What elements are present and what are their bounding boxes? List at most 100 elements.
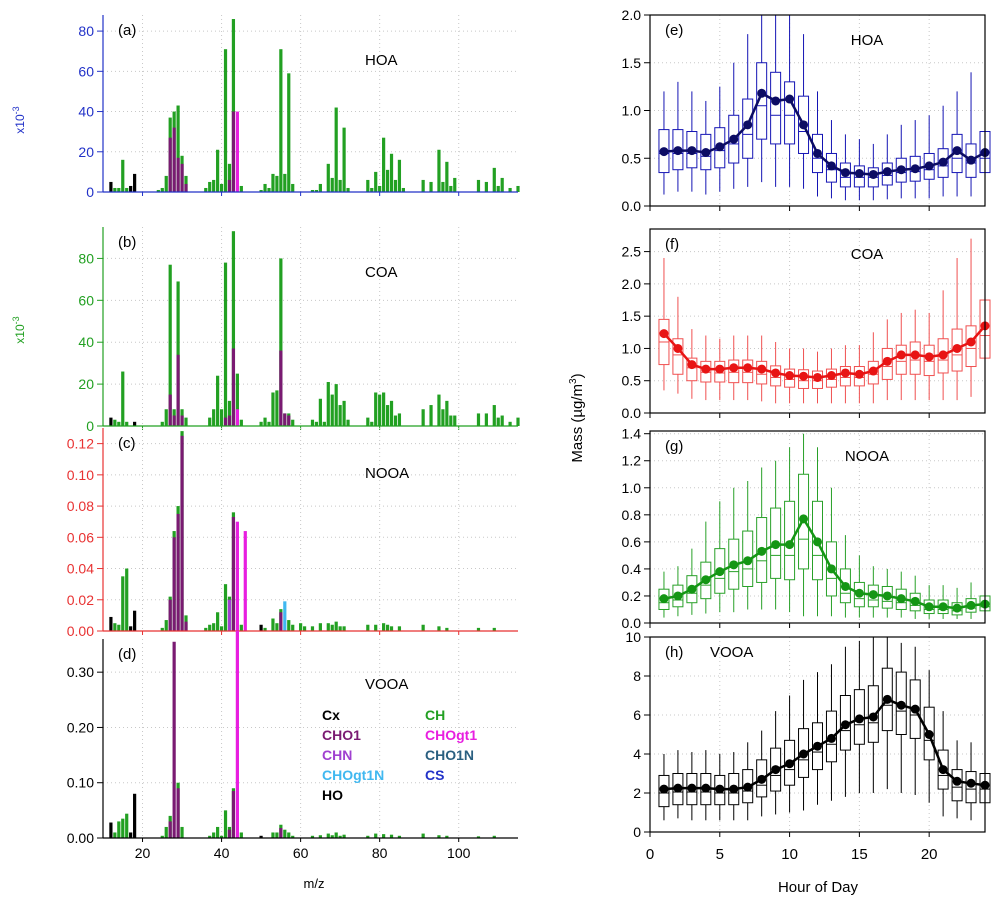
y-tick-label: 0.2 — [622, 588, 642, 604]
bar — [231, 19, 236, 192]
bar — [109, 181, 113, 192]
bar — [492, 627, 496, 631]
bar-panel-nooa: 0.00 0.02 0.04 0.06 0.08 0.10 0.12 (c) NOOA — [67, 428, 518, 639]
bar-segment — [168, 599, 172, 631]
mean-point — [673, 783, 683, 793]
mean-point — [938, 157, 948, 167]
legend-item-cho1: CHO1 — [322, 727, 361, 743]
bar — [334, 832, 338, 838]
bar-segment — [172, 537, 176, 631]
plot-frame — [649, 636, 986, 833]
mean-point — [743, 556, 753, 566]
bar — [445, 627, 449, 631]
box — [770, 71, 782, 145]
mean-point — [840, 168, 850, 178]
bar — [235, 521, 239, 631]
bar — [385, 624, 390, 631]
bar — [366, 624, 370, 631]
bar — [133, 173, 137, 192]
bar — [318, 398, 322, 426]
legend-item-chogt1n: CHOgt1N — [322, 767, 384, 783]
bar — [227, 163, 232, 192]
box — [686, 357, 698, 382]
bar — [342, 626, 346, 631]
bar — [429, 181, 433, 192]
bar — [212, 409, 216, 426]
bar — [263, 417, 267, 426]
bar — [235, 630, 239, 838]
bar-segment — [180, 435, 184, 631]
bar-segment — [184, 183, 188, 192]
bar — [508, 421, 512, 426]
bar — [322, 421, 326, 426]
bar — [133, 793, 137, 838]
bar — [445, 835, 449, 838]
bar — [492, 835, 496, 838]
bar — [338, 179, 342, 192]
bar — [310, 189, 315, 192]
bar — [164, 175, 168, 192]
mean-point — [868, 366, 878, 376]
bar — [326, 623, 330, 631]
y-tick-label: 0.4 — [622, 561, 642, 577]
mean-point — [882, 167, 892, 177]
mean-point — [771, 765, 781, 775]
bar — [397, 159, 402, 192]
mean-point — [785, 94, 795, 104]
bar — [370, 187, 374, 192]
mean-point — [729, 784, 739, 794]
bar — [263, 183, 267, 192]
bar-panel-coa: 0 20 40 60 80 (b) COA — [78, 227, 520, 434]
bar — [113, 623, 117, 631]
mean-point — [868, 712, 878, 722]
mean-point — [757, 88, 767, 98]
bar — [421, 833, 425, 838]
bar-segment — [168, 821, 172, 838]
bar-segment — [283, 413, 287, 426]
y-tick-label: 0.08 — [67, 498, 94, 514]
bar — [318, 623, 322, 631]
bar — [445, 400, 449, 426]
mean-point — [882, 356, 892, 366]
box-panel-hoa: 0.0 0.5 1.0 1.5 2.0 (e) HOA — [622, 7, 991, 214]
bar — [109, 616, 113, 631]
bar — [263, 627, 267, 631]
y-tick-label: 0.02 — [67, 592, 94, 608]
bar — [239, 185, 243, 192]
mean-point — [868, 169, 878, 179]
panel-label: (e) — [665, 22, 683, 39]
y-tick-label: 80 — [78, 250, 94, 266]
bar — [508, 187, 512, 192]
bar-segment — [176, 788, 180, 838]
bar — [176, 105, 180, 192]
bar — [382, 137, 386, 192]
bar-segment — [279, 612, 283, 631]
legend-item-cho1n: CHO1N — [425, 747, 474, 763]
legend-item-chn: CHN — [322, 747, 352, 763]
mean-point — [673, 146, 683, 156]
mean-point — [896, 700, 906, 710]
bar — [164, 409, 168, 426]
bar — [476, 836, 481, 838]
bar — [385, 169, 390, 192]
mean-point — [868, 590, 878, 600]
bar-segment — [176, 354, 180, 426]
bar — [129, 832, 133, 838]
box — [672, 338, 684, 375]
bar — [208, 624, 212, 631]
bar — [117, 421, 121, 426]
y-tick-label: 0.10 — [67, 775, 94, 791]
bar — [212, 623, 216, 631]
panel-label: (a) — [118, 22, 136, 39]
mean-point — [813, 537, 822, 547]
mean-point — [966, 600, 976, 610]
bar — [216, 612, 220, 631]
bar — [453, 415, 457, 426]
bar — [441, 409, 445, 426]
mean-line — [663, 516, 986, 610]
y-tick-label: 60 — [78, 292, 94, 308]
bar — [378, 185, 382, 192]
mean-point — [826, 161, 836, 171]
bar — [275, 832, 279, 838]
diurnal-panels: 0.0 0.5 1.0 1.5 2.0 (e) HOA 0.0 0.5 1.0 1.5 2.0 2.5 (… — [622, 7, 991, 863]
